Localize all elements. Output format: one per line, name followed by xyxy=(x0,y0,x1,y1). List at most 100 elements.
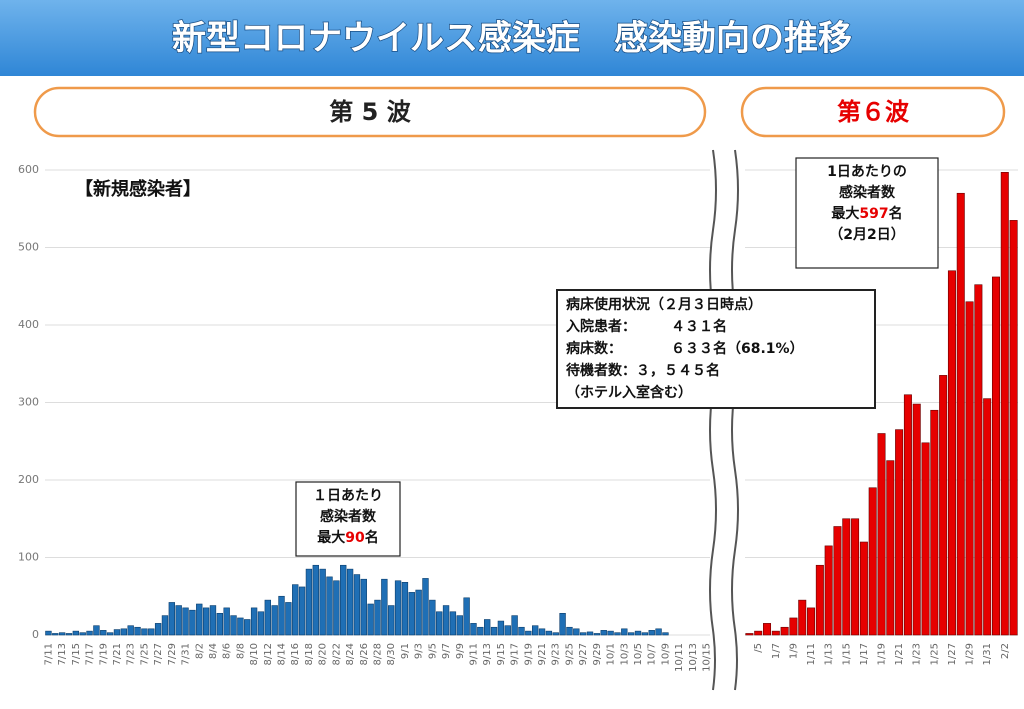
x-tick-label: 1/11 xyxy=(806,643,817,665)
x-tick-label: 9/25 xyxy=(564,643,575,665)
x-tick-label: 8/30 xyxy=(386,643,397,665)
bar xyxy=(662,632,669,636)
bar xyxy=(223,607,230,636)
header-title: 新型コロナウイルス感染症 感染動向の推移 xyxy=(172,19,852,59)
bar xyxy=(470,623,477,636)
header-bar xyxy=(0,0,1024,76)
bar xyxy=(463,597,470,636)
bar xyxy=(947,270,956,636)
x-tick-label: 7/11 xyxy=(43,643,54,665)
bar xyxy=(401,581,409,636)
bar xyxy=(93,625,100,636)
bar xyxy=(65,633,73,636)
bar xyxy=(202,607,210,636)
bar xyxy=(518,626,525,636)
bar xyxy=(956,192,965,636)
x-tick-label: 9/7 xyxy=(441,643,452,659)
x-tick-label: 7/13 xyxy=(57,643,68,665)
bar xyxy=(815,564,824,636)
y-tick-label: 500 xyxy=(18,241,39,254)
axis-break xyxy=(731,149,739,691)
max-prefix: 最大 xyxy=(831,205,859,222)
bar xyxy=(278,595,285,636)
x-tick-label: 8/4 xyxy=(208,643,219,659)
x-tick-label: 9/5 xyxy=(427,643,438,659)
x-tick-label: 1/29 xyxy=(965,643,976,665)
bar xyxy=(745,633,754,636)
y-tick-label: 200 xyxy=(18,473,39,486)
x-tick-label: 9/1 xyxy=(400,643,411,659)
bar xyxy=(106,632,114,636)
x-tick-label: 2/2 xyxy=(1000,643,1011,659)
bar xyxy=(388,605,395,636)
x-tick-label: 9/13 xyxy=(482,643,493,665)
x-tick-label: 8/18 xyxy=(304,643,315,665)
bar xyxy=(886,460,895,636)
bar xyxy=(346,568,354,636)
bar xyxy=(360,578,367,636)
bar xyxy=(72,630,80,636)
x-tick-label: 7/25 xyxy=(139,643,150,665)
bar xyxy=(141,628,148,636)
bar xyxy=(754,630,763,636)
bar xyxy=(154,623,162,636)
x-tick-label: /5 xyxy=(753,643,764,653)
bar xyxy=(326,576,333,636)
x-tick-label: 7/23 xyxy=(126,643,137,665)
y-tick-label: 400 xyxy=(18,318,39,331)
y-tick-label: 600 xyxy=(18,163,39,176)
bar xyxy=(148,628,155,636)
subtitle: 【新規感染者】 xyxy=(75,178,201,200)
bar xyxy=(175,605,182,636)
bar xyxy=(100,630,107,636)
annotation-line: 1日あたりの xyxy=(827,164,907,180)
wave-label: 第６波 xyxy=(837,98,910,126)
bed-status-line: 病床使用状況（２月３日時点） xyxy=(566,296,762,313)
bar xyxy=(921,442,930,636)
x-tick-label: 8/12 xyxy=(263,643,274,665)
bar xyxy=(545,630,553,636)
bar xyxy=(842,518,851,636)
bar xyxy=(477,626,484,636)
x-tick-label: 10/9 xyxy=(660,643,671,665)
bar xyxy=(120,628,128,636)
bar xyxy=(333,580,340,636)
bar xyxy=(45,630,52,636)
annotation-note: （2月2日） xyxy=(829,227,904,243)
max-value: 90 xyxy=(345,530,365,546)
bar xyxy=(566,626,573,636)
bar xyxy=(634,630,642,636)
bar xyxy=(532,625,539,636)
max-suffix: 名 xyxy=(889,205,903,222)
annotation-max: 最大90名 xyxy=(317,529,378,546)
bar xyxy=(381,578,388,636)
bar xyxy=(134,626,141,636)
bar xyxy=(641,632,649,636)
bar xyxy=(209,605,217,636)
x-tick-label: 1/19 xyxy=(877,643,888,665)
x-tick-label: 8/2 xyxy=(194,643,205,659)
bar xyxy=(974,284,983,636)
bar xyxy=(497,620,505,636)
bar xyxy=(436,611,443,636)
bar xyxy=(771,630,780,636)
bar xyxy=(983,398,992,636)
bar xyxy=(189,609,196,636)
annotation-max: 最大597名 xyxy=(831,205,902,222)
x-tick-label: 8/6 xyxy=(222,643,233,659)
axis-break xyxy=(709,149,717,691)
bar xyxy=(511,615,518,636)
x-tick-label: 9/3 xyxy=(414,643,425,659)
bar xyxy=(833,526,842,636)
bar xyxy=(415,589,422,636)
bar xyxy=(168,602,176,636)
bar xyxy=(538,628,546,636)
bar xyxy=(442,605,450,636)
x-tick-label: 1/25 xyxy=(929,643,940,665)
bar xyxy=(79,632,86,636)
x-tick-label: 10/5 xyxy=(633,643,644,665)
bar xyxy=(798,599,807,636)
max-value: 597 xyxy=(859,206,888,222)
x-tick-label: 9/17 xyxy=(510,643,521,665)
